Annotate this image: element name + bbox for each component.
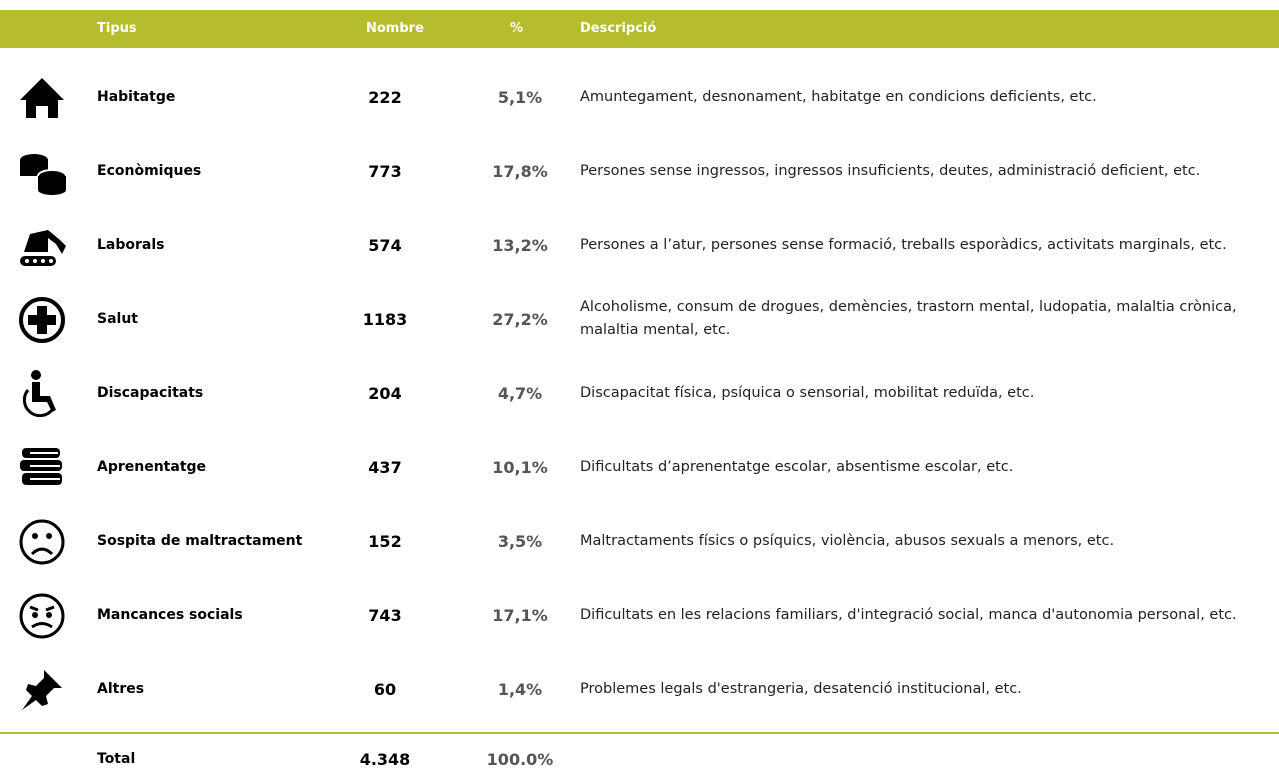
row-icon <box>19 297 65 343</box>
type-cell: Sospita de maltractament <box>97 533 303 549</box>
count-cell: 60 <box>373 679 397 699</box>
header-cell: Descripció <box>580 21 657 36</box>
table-row: Sospita de maltractament 152 3,5% Maltracta… <box>0 504 1279 578</box>
table-row: Econòmiques 773 17,8% Persones sense ingres… <box>0 134 1279 208</box>
row-icon <box>20 154 66 195</box>
percent-cell: 27,2% <box>492 309 548 329</box>
count-cell: 1183 <box>362 309 408 329</box>
separator <box>0 732 1279 734</box>
description-cell: Persones a l’atur, persones sense formac… <box>580 236 1227 253</box>
type-cell: Salut <box>97 311 138 327</box>
description-cell: Dificultats en les relacions familiars, … <box>580 606 1237 623</box>
type-cell: Altres <box>97 681 145 697</box>
table-row: Aprenentatge 437 10,1% Dificultats d’aprene… <box>0 430 1279 504</box>
header-cell: % <box>510 21 524 36</box>
percent-cell: 5,1% <box>497 87 543 107</box>
description-cell: Persones sense ingressos, ingressos insu… <box>580 162 1201 179</box>
type-cell: Mancances socials <box>97 607 243 623</box>
count-cell: 204 <box>368 383 402 403</box>
table-row: Habitatge 222 5,1% Amuntegament, desnonamen… <box>0 60 1279 134</box>
description-cell: Problemes legals d'estrangeria, desatenc… <box>580 680 1022 697</box>
count-cell: 222 <box>368 87 402 107</box>
count-cell: 152 <box>368 531 402 551</box>
percent-cell: 13,2% <box>492 235 548 255</box>
description-cell: Amuntegament, desnonament, habitatge en … <box>580 88 1097 105</box>
count-cell: 743 <box>368 605 402 625</box>
table-row: Altres 60 1,4% Problemes legals d'estranger… <box>0 652 1279 726</box>
type-cell: Aprenentatge <box>97 459 207 475</box>
type-cell: Econòmiques <box>97 163 202 179</box>
percent-cell: 3,5% <box>497 531 543 551</box>
header-cell: Tipus <box>97 21 137 36</box>
table-row: Laborals 574 13,2% Persones a l’atur, perso… <box>0 208 1279 282</box>
row-icon <box>20 230 66 266</box>
row-icon <box>22 670 62 710</box>
description-cell: Discapacitat física, psíquica o sensoria… <box>580 384 1035 401</box>
description-cell: Maltractaments físics o psíquics, violèn… <box>580 532 1115 549</box>
type-cell: Discapacitats <box>97 385 204 401</box>
count-cell: 773 <box>368 161 402 181</box>
percent-cell: 17,1% <box>492 605 548 625</box>
row-icon <box>20 448 62 485</box>
percent-cell: 10,1% <box>492 457 548 477</box>
percent-cell: 4,7% <box>497 383 543 403</box>
description-cell: Alcoholisme, consum de drogues, demèncie… <box>580 299 1237 338</box>
count-cell: 574 <box>368 235 402 255</box>
type-cell: Laborals <box>97 237 165 253</box>
row-icon <box>22 370 56 418</box>
total-count: 4.348 <box>359 749 411 768</box>
table-row: Salut 1183 27,2% Alcoholisme, consum de dro… <box>0 282 1279 356</box>
total-label: Total <box>97 751 136 767</box>
table-row: Mancances socials 743 17,1% Dificultats en … <box>0 578 1279 652</box>
total-percent: 100.0% <box>486 749 554 768</box>
row-icon <box>19 519 65 565</box>
percent-cell: 17,8% <box>492 161 548 181</box>
table-row: Discapacitats 204 4,7% Discapacitat física,… <box>0 356 1279 430</box>
description-cell: Dificultats d’aprenentatge escolar, abse… <box>580 458 1014 475</box>
type-cell: Habitatge <box>97 89 176 105</box>
header-cell: Nombre <box>366 21 424 36</box>
count-cell: 437 <box>368 457 402 477</box>
row-icon <box>20 78 64 118</box>
row-icon <box>19 593 65 639</box>
percent-cell: 1,4% <box>497 679 543 699</box>
header-bar <box>0 10 1279 48</box>
